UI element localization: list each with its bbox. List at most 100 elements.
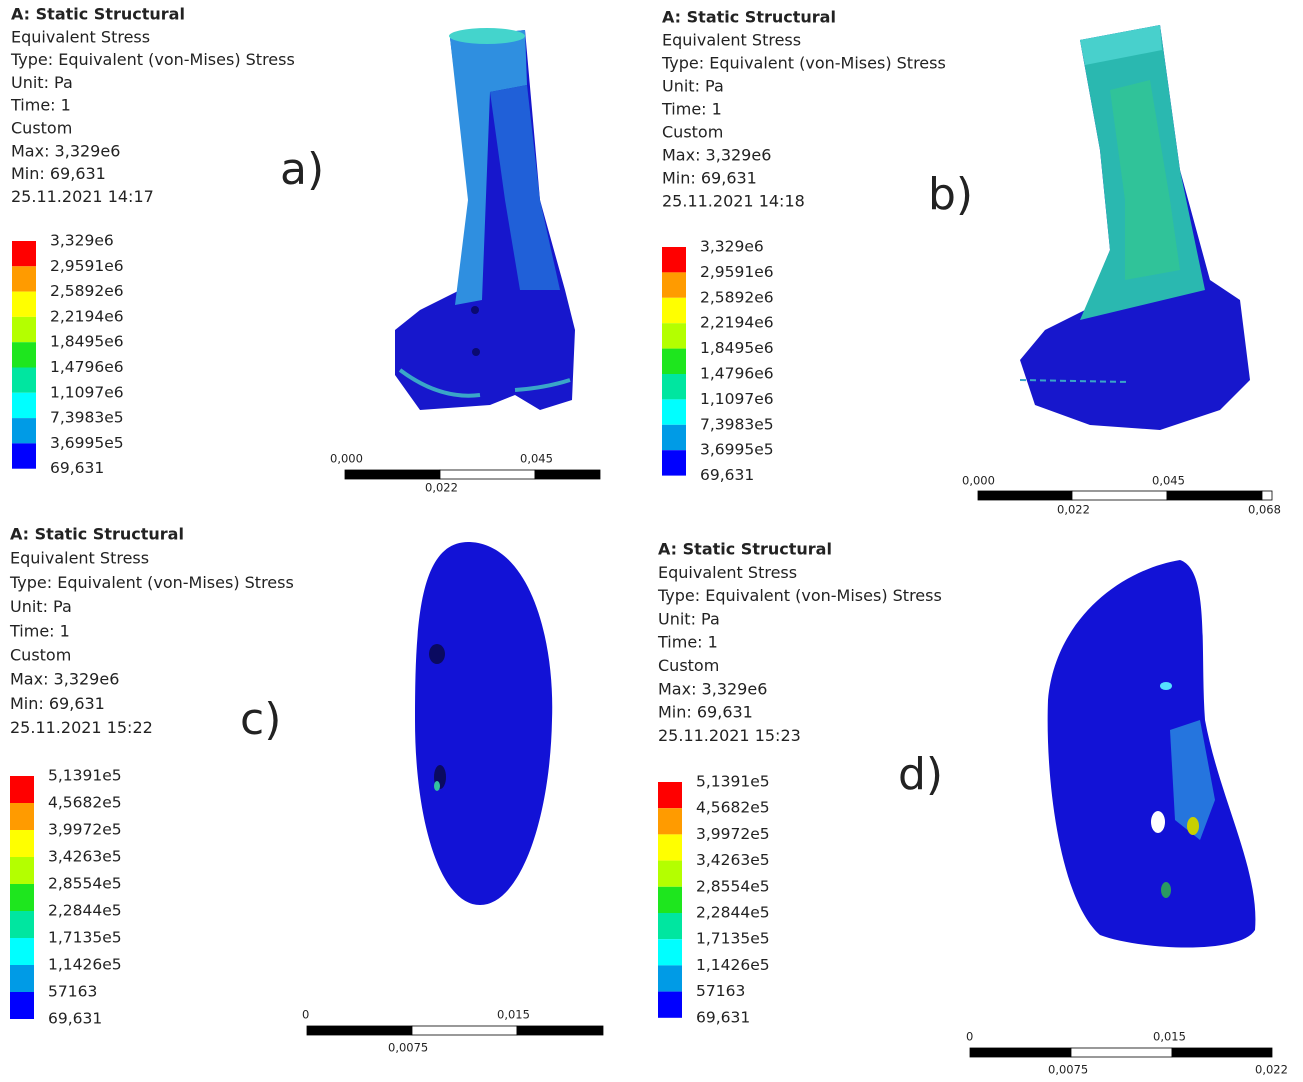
- info-line: Unit: Pa: [658, 609, 720, 628]
- legend-label: 57163: [696, 982, 745, 1000]
- scale-label: 0,0075: [1048, 1063, 1088, 1077]
- legend-label: 7,3983e5: [50, 409, 124, 427]
- legend-swatch: [12, 266, 36, 291]
- legend-swatch: [10, 776, 34, 803]
- legend-swatch: [12, 368, 36, 393]
- legend-swatch: [662, 323, 686, 348]
- legend-swatch: [12, 241, 36, 266]
- scale-bar-segment: [978, 491, 1072, 500]
- legend-label: 2,8554e5: [696, 877, 770, 895]
- legend-label: 2,9591e6: [50, 257, 124, 275]
- info-line: Type: Equivalent (von-Mises) Stress: [9, 573, 294, 592]
- scale-bar-segment: [535, 470, 600, 479]
- scale-label: 0: [302, 1008, 309, 1022]
- info-line: 25.11.2021 15:22: [10, 718, 153, 737]
- scale-label: 0,015: [1153, 1030, 1186, 1044]
- panel-letter: d): [898, 749, 943, 800]
- info-line: Max: 3,329e6: [10, 670, 119, 689]
- info-line: Time: 1: [657, 633, 718, 652]
- scale-bar-segment: [440, 470, 535, 479]
- legend-swatch: [662, 247, 686, 272]
- bone-model: [415, 542, 552, 905]
- info-line: 25.11.2021 14:18: [662, 192, 805, 211]
- scale-bar-segment: [1167, 491, 1262, 500]
- legend-swatch: [10, 965, 34, 992]
- info-line: Max: 3,329e6: [658, 679, 767, 698]
- panel-title: A: Static Structural: [658, 540, 832, 559]
- legend-label: 69,631: [696, 1008, 750, 1026]
- legend-swatch: [658, 913, 682, 939]
- legend-swatch: [662, 450, 686, 475]
- info-line: Unit: Pa: [10, 597, 72, 616]
- legend-swatch: [662, 399, 686, 424]
- panel-title: A: Static Structural: [662, 8, 836, 27]
- info-line: Type: Equivalent (von-Mises) Stress: [657, 586, 942, 605]
- info-line: Time: 1: [10, 96, 71, 115]
- legend-label: 69,631: [48, 1010, 102, 1028]
- legend-label: 2,2844e5: [696, 904, 770, 922]
- info-line: Custom: [10, 646, 71, 665]
- scale-bar-segment: [345, 470, 440, 479]
- info-line: Equivalent Stress: [10, 549, 149, 568]
- legend-label: 69,631: [50, 459, 104, 477]
- legend-label: 3,9972e5: [696, 825, 770, 843]
- panel-letter: c): [240, 694, 281, 745]
- legend-swatch: [12, 292, 36, 317]
- bone-model: [395, 28, 575, 410]
- legend-label: 57163: [48, 983, 97, 1001]
- legend-swatch: [10, 884, 34, 911]
- legend-swatch: [658, 861, 682, 887]
- legend-swatch: [658, 992, 682, 1018]
- legend-label: 1,4796e6: [50, 358, 124, 376]
- info-line: Unit: Pa: [662, 77, 724, 96]
- scale-bar-segment: [517, 1026, 603, 1035]
- scale-label: 0,022: [1057, 503, 1090, 517]
- info-line: Max: 3,329e6: [11, 141, 120, 160]
- legend-label: 4,5682e5: [48, 794, 122, 812]
- info-line: Min: 69,631: [10, 694, 105, 713]
- legend-swatch: [10, 857, 34, 884]
- legend-label: 1,4796e6: [700, 365, 774, 383]
- legend-swatch: [658, 965, 682, 991]
- legend-swatch: [12, 342, 36, 367]
- panel-letter: a): [280, 144, 324, 195]
- scale-label: 0,015: [497, 1008, 530, 1022]
- figure: A: Static Structural Equivalent Stress Typ…: [0, 0, 1303, 1082]
- legend-swatch: [12, 418, 36, 443]
- scale-label: 0,022: [1255, 1063, 1288, 1077]
- scale-bar-segment: [1072, 491, 1167, 500]
- legend-label: 3,4263e5: [696, 851, 770, 869]
- info-line: Min: 69,631: [658, 703, 753, 722]
- info-line: Max: 3,329e6: [662, 146, 771, 165]
- legend-label: 4,5682e5: [696, 799, 770, 817]
- scale-label: 0,0075: [388, 1041, 428, 1055]
- legend-label: 2,2194e6: [700, 314, 774, 332]
- info-line: Equivalent Stress: [658, 563, 797, 582]
- scale-bar-segment: [412, 1026, 517, 1035]
- legend-label: 5,1391e5: [48, 767, 122, 785]
- info-line: Time: 1: [661, 100, 722, 119]
- legend-label: 1,1426e5: [696, 956, 770, 974]
- scale-bar-segment: [1172, 1048, 1272, 1057]
- legend-label: 3,329e6: [700, 238, 764, 256]
- info-line: Type: Equivalent (von-Mises) Stress: [10, 50, 295, 69]
- info-line: Time: 1: [9, 621, 70, 640]
- legend-swatch: [658, 782, 682, 808]
- bone-model: [1048, 560, 1256, 948]
- legend-swatch: [12, 317, 36, 342]
- info-line: Custom: [658, 656, 719, 675]
- legend-swatch: [10, 803, 34, 830]
- legend-label: 1,1097e6: [50, 383, 124, 401]
- legend-label: 7,3983e5: [700, 415, 774, 433]
- scale-label: 0,045: [520, 452, 553, 466]
- legend-label: 3,9972e5: [48, 821, 122, 839]
- info-line: Unit: Pa: [11, 73, 73, 92]
- legend-swatch: [662, 374, 686, 399]
- legend-label: 2,8554e5: [48, 875, 122, 893]
- legend-label: 2,5892e6: [50, 282, 124, 300]
- scale-label: 0: [966, 1030, 973, 1044]
- scale-bar-segment: [1262, 491, 1272, 500]
- scale-label: 0,000: [962, 474, 995, 488]
- legend-label: 2,2844e5: [48, 902, 122, 920]
- scale-bar-segment: [970, 1048, 1071, 1057]
